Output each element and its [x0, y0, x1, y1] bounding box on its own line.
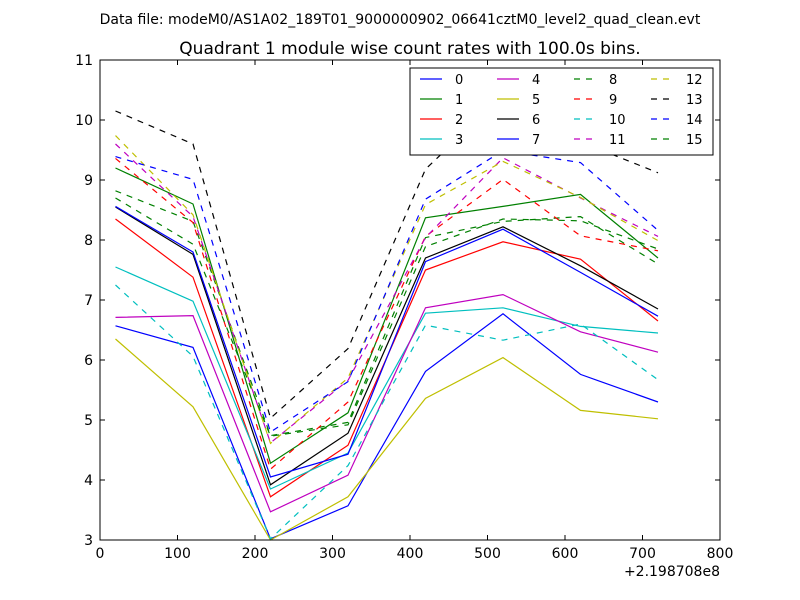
legend-label: 4: [532, 73, 540, 88]
legend-label: 5: [532, 93, 540, 108]
y-tick-label: 10: [75, 113, 93, 129]
x-tick-label: 100: [164, 546, 191, 562]
series-line-15: [115, 197, 659, 437]
series-line-8: [115, 190, 659, 437]
legend-label: 9: [609, 93, 617, 108]
plot-frame: [99, 59, 721, 541]
x-tick-label: 500: [474, 546, 501, 562]
legend-label: 15: [686, 133, 703, 148]
y-tick-label: 11: [75, 53, 93, 69]
series-line-14: [115, 149, 659, 433]
series-line-7: [115, 205, 659, 478]
x-tick-label: 800: [707, 546, 734, 562]
y-tick-label: 3: [84, 533, 93, 549]
legend-label: 6: [532, 113, 540, 128]
series-line-5: [115, 338, 659, 541]
series-layer: [115, 94, 659, 541]
legend-label: 1: [455, 93, 463, 108]
series-line-11: [115, 143, 659, 444]
y-tick-label: 5: [84, 413, 93, 429]
legend-label: 7: [532, 133, 540, 148]
series-line-6: [115, 206, 659, 486]
x-tick-label: 300: [319, 546, 346, 562]
x-tick-label: 600: [552, 546, 579, 562]
y-tick-label: 8: [84, 233, 93, 249]
series-line-1: [115, 167, 659, 465]
legend-label: 10: [609, 113, 626, 128]
y-tick-label: 9: [84, 173, 93, 189]
x-tick-label: 200: [242, 546, 269, 562]
legend-label: 14: [686, 113, 703, 128]
legend-label: 3: [455, 133, 463, 148]
x-tick-label: 0: [96, 546, 105, 562]
legend-label: 11: [609, 133, 626, 148]
legend-label: 13: [686, 93, 703, 108]
legend-box: [409, 67, 714, 156]
legend-label: 2: [455, 113, 463, 128]
y-tick-label: 4: [84, 473, 93, 489]
x-tick-label: 700: [629, 546, 656, 562]
legend-label: 8: [609, 73, 617, 88]
series-line-4: [115, 293, 659, 513]
y-tick-label: 6: [84, 353, 93, 369]
x-offset-label: +2.198708e8: [624, 564, 720, 580]
y-tick-label: 7: [84, 293, 93, 309]
legend-label: 0: [455, 73, 463, 88]
legend-label: 12: [686, 73, 703, 88]
series-line-0: [115, 313, 659, 540]
series-line-3: [115, 266, 659, 490]
suptitle: Data file: modeM0/AS1A02_189T01_90000009…: [100, 12, 701, 28]
series-line-9: [115, 157, 659, 471]
chart-title: Quadrant 1 module wise count rates with …: [179, 39, 640, 59]
x-tick-label: 400: [397, 546, 424, 562]
